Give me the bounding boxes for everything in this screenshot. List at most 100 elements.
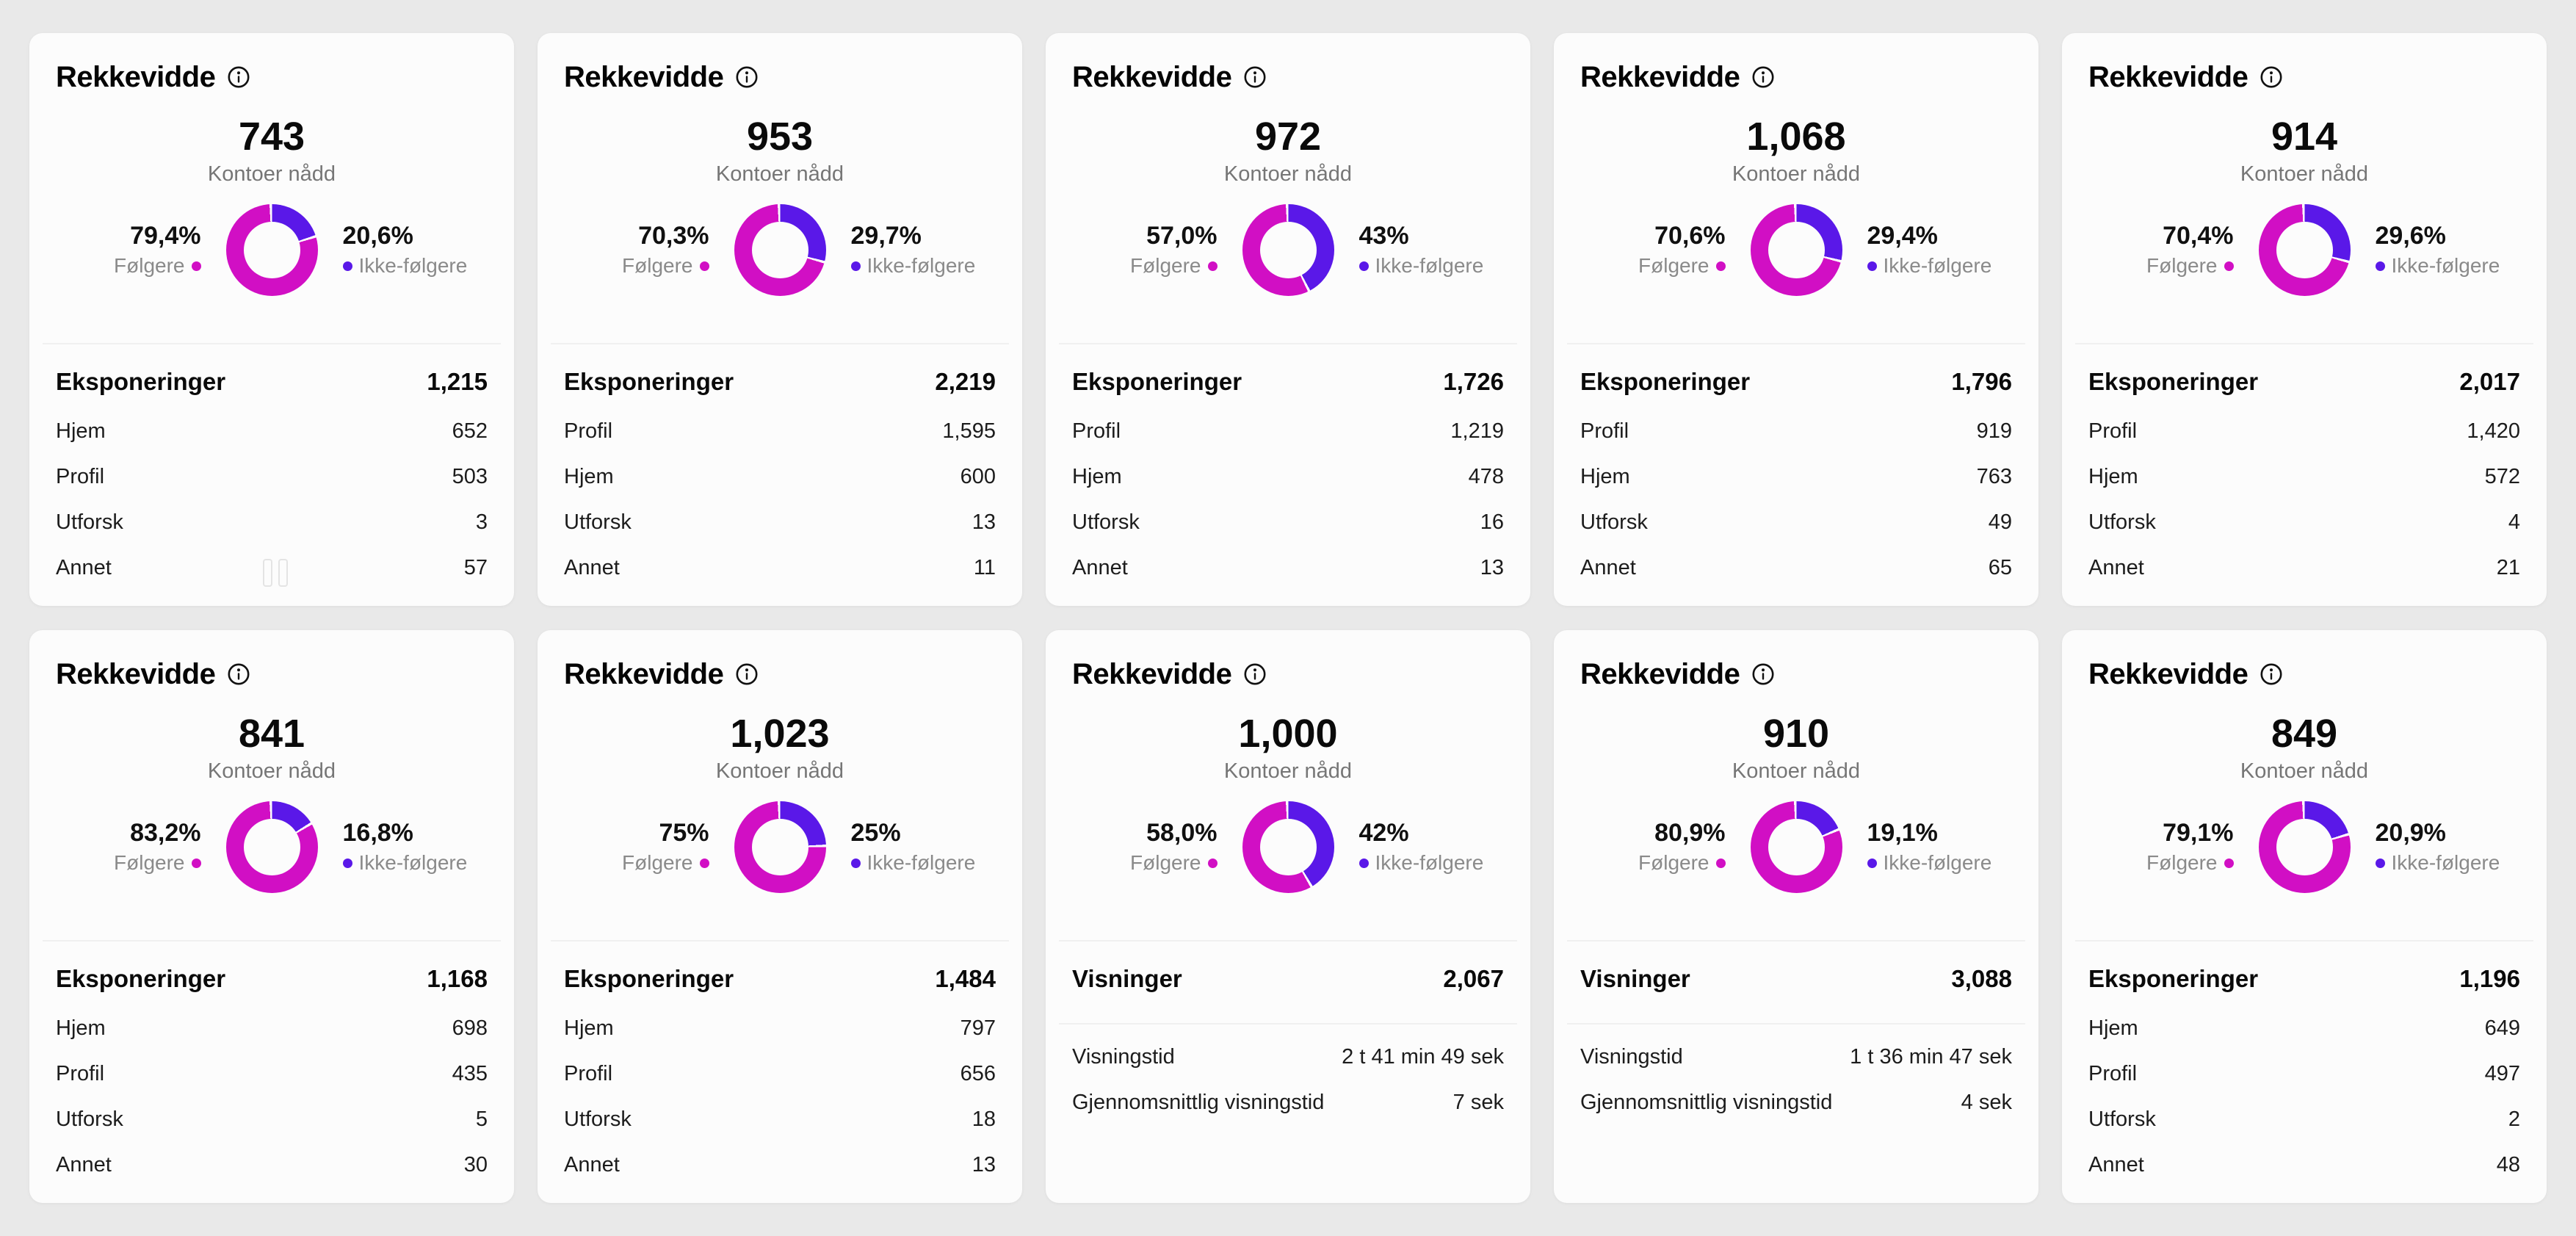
info-icon[interactable] (1243, 65, 1267, 89)
table-row: Profil 497 (2088, 1063, 2520, 1085)
info-icon[interactable] (1751, 662, 1775, 686)
accounts-reached-label: Kontoer nådd (715, 759, 844, 783)
followers-percent: 79,1% (2163, 819, 2234, 848)
accounts-reached-label: Kontoer nådd (1732, 759, 1861, 783)
followers-stat: 79,4% Følgere (56, 223, 201, 277)
section-header: Eksponeringer 1,796 (1580, 369, 2012, 394)
table-row: Utforsk 5 (56, 1109, 488, 1130)
followers-stat: 80,9% Følgere (1580, 820, 1726, 874)
row-label: Annet (564, 1153, 620, 1177)
section-inner-divider (1059, 1023, 1517, 1024)
table-row: Utforsk 2 (2088, 1109, 2520, 1130)
section-top-divider (2075, 343, 2533, 344)
followers-label: Følgere (622, 850, 693, 874)
section-header: Eksponeringer 1,484 (564, 966, 996, 991)
followers-percent: 57,0% (1146, 222, 1218, 250)
section-header: Eksponeringer 2,219 (564, 369, 996, 394)
followers-legend-dot (1715, 261, 1726, 271)
info-icon[interactable] (2260, 662, 2283, 686)
row-value: 7 sek (1452, 1091, 1504, 1114)
card-title: Rekkevidde (1072, 61, 1232, 93)
reach-breakdown: 57,0% Følgere 43% Ikke-følgere (1072, 204, 1504, 296)
table-row: Hjem 478 (1072, 466, 1504, 488)
row-label: Annet (56, 1153, 112, 1177)
card-title: Rekkevidde (2088, 61, 2248, 93)
followers-percent: 75% (659, 819, 709, 848)
non-followers-stat: 16,8% Ikke-følgere (342, 820, 488, 874)
reach-card: Rekkevidde 972 Kontoer nådd 57,0% Følger… (1046, 33, 1530, 606)
row-label: Utforsk (56, 1107, 123, 1131)
card-header: Rekkevidde (56, 630, 488, 689)
row-value: 4 sek (1961, 1091, 2012, 1114)
non-followers-label: Ikke-følgere (2391, 253, 2500, 277)
section-top-divider (551, 940, 1009, 942)
section-title: Eksponeringer (564, 368, 734, 395)
accounts-reached-value: 914 (2271, 115, 2338, 159)
section-total: 2,219 (935, 368, 996, 395)
non-followers-percent: 25% (850, 819, 901, 848)
non-followers-stat: 25% Ikke-følgere (850, 819, 996, 874)
accounts-reached-label: Kontoer nådd (207, 759, 336, 783)
card-header: Rekkevidde (1580, 33, 2012, 92)
reach-breakdown: 79,4% Følgere 20,6% Ikke-følgere (56, 204, 488, 296)
table-row: Profil 1,420 (2088, 421, 2520, 442)
row-label: Profil (2088, 419, 2138, 443)
followers-label: Følgere (2146, 850, 2218, 874)
table-row: Hjem 763 (1580, 466, 2012, 488)
table-row: Gjennomsnittlig visningstid 4 sek (1580, 1092, 2012, 1113)
section-title: Eksponeringer (2088, 368, 2259, 395)
non-followers-stat: 29,4% Ikke-følgere (1867, 223, 2013, 277)
row-label: Hjem (56, 1016, 106, 1040)
info-icon[interactable] (227, 65, 250, 89)
row-value: 435 (452, 1062, 488, 1085)
non-followers-stat: 20,9% Ikke-følgere (2375, 820, 2521, 874)
followers-label: Følgere (1638, 253, 1710, 277)
card-header: Rekkevidde (56, 33, 488, 92)
section-title: Visninger (1580, 965, 1690, 992)
card-title: Rekkevidde (56, 658, 216, 690)
followers-stat: 57,0% Følgere (1072, 223, 1218, 277)
accounts-reached-label: Kontoer nådd (2240, 759, 2369, 783)
accounts-reached-value: 841 (238, 712, 305, 756)
non-followers-label: Ikke-følgere (358, 850, 468, 874)
followers-stat: 79,1% Følgere (2088, 820, 2234, 874)
section-title: Eksponeringer (56, 368, 226, 395)
info-icon[interactable] (1751, 65, 1775, 89)
followers-label: Følgere (622, 253, 693, 277)
table-row: Annet 13 (1072, 557, 1504, 579)
info-icon[interactable] (1243, 662, 1267, 686)
row-value: 763 (1976, 465, 2012, 488)
followers-legend-dot (699, 261, 709, 271)
row-label: Profil (2088, 1062, 2138, 1085)
breakdown-table: Eksponeringer 1,196 Hjem 649 Profil 497 Utfo… (2088, 966, 2520, 1176)
row-label: Annet (56, 556, 112, 579)
table-row: Profil 503 (56, 466, 488, 488)
section-title: Eksponeringer (564, 965, 734, 992)
row-label: Hjem (1580, 465, 1630, 488)
section-total: 1,726 (1443, 368, 1504, 395)
followers-legend-dot (191, 858, 201, 868)
reach-donut-chart (1242, 801, 1334, 893)
breakdown-table: Eksponeringer 2,219 Profil 1,595 Hjem 600 Ut… (564, 369, 996, 579)
non-followers-label: Ikke-følgere (1375, 850, 1484, 874)
section-title: Eksponeringer (1072, 368, 1242, 395)
row-value: 1,219 (1450, 419, 1504, 443)
section-total: 1,168 (427, 965, 488, 992)
info-icon[interactable] (227, 662, 250, 686)
info-icon[interactable] (735, 662, 759, 686)
row-value: 656 (960, 1062, 996, 1085)
info-icon[interactable] (735, 65, 759, 89)
non-followers-stat: 29,6% Ikke-følgere (2375, 223, 2521, 277)
non-followers-percent: 20,6% (342, 222, 413, 250)
row-value: 57 (463, 556, 488, 579)
table-row: Hjem 600 (564, 466, 996, 488)
row-label: Utforsk (2088, 510, 2156, 534)
non-followers-legend-dot (1358, 858, 1369, 868)
followers-legend-dot (1207, 261, 1218, 271)
info-icon[interactable] (2260, 65, 2283, 89)
section-header: Visninger 3,088 (1580, 966, 2012, 991)
section-top-divider (1059, 343, 1517, 344)
row-value: 13 (972, 510, 996, 534)
row-value: 13 (972, 1153, 996, 1177)
table-row: Utforsk 13 (564, 512, 996, 533)
